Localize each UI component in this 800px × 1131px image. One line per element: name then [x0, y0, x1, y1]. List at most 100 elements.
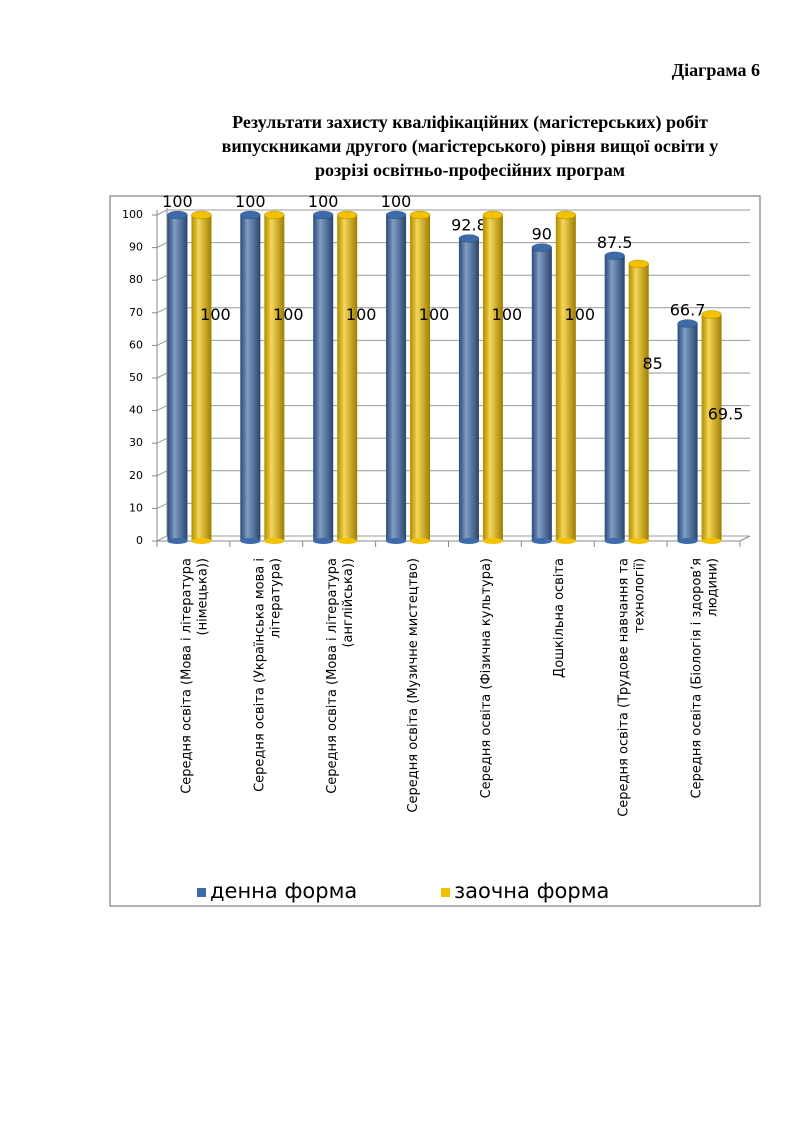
- value-label: 100: [419, 305, 450, 324]
- bar-cap: [701, 310, 722, 319]
- bar-base: [555, 538, 576, 544]
- y-tick-label: 20: [129, 469, 143, 482]
- bar-shade: [628, 263, 649, 541]
- bar-cap: [409, 210, 431, 220]
- bar-shade: [458, 238, 479, 542]
- chart-title: Результати захисту кваліфікаційних (магі…: [221, 112, 719, 180]
- bar-base: [191, 538, 212, 544]
- bar-cap: [385, 210, 407, 220]
- value-label: 92.8: [451, 215, 487, 234]
- chart-frame: [109, 195, 761, 907]
- bar-base: [337, 538, 358, 544]
- x-tick-label: Середня освіта (Біологія і здоров’ялюдин…: [690, 558, 721, 798]
- y-tick-label: 10: [129, 501, 143, 514]
- value-label: 100: [381, 192, 412, 211]
- grid-line: [156, 535, 168, 542]
- bar-shade: [337, 215, 358, 541]
- value-label: 87.5: [597, 233, 633, 252]
- bar-shade: [191, 215, 212, 541]
- value-label: 100: [200, 305, 231, 324]
- grid-line: [156, 339, 168, 346]
- x-tick-label: Середня освіта (Мова і література(англій…: [325, 558, 356, 794]
- value-label: 100: [162, 192, 193, 211]
- bar-cap: [336, 210, 358, 220]
- bar-shade: [167, 215, 188, 541]
- bar-shade: [604, 255, 625, 541]
- axis-line: [739, 535, 751, 542]
- bar-cap: [167, 210, 188, 220]
- x-tick-label: Дошкільна освіта: [552, 558, 567, 678]
- heading: Діаграма 6: [671, 60, 760, 80]
- legend-label: заочна форма: [454, 879, 609, 903]
- legend-swatch: [197, 888, 206, 897]
- bar-base: [531, 538, 552, 544]
- bar-cap: [677, 319, 698, 328]
- bar-base: [264, 538, 285, 544]
- bar-shade: [555, 215, 576, 541]
- bar-shade: [313, 215, 334, 541]
- bar-cap: [191, 210, 212, 220]
- bar-base: [240, 538, 261, 544]
- bar-shade: [240, 215, 261, 541]
- grid-line: [156, 242, 168, 249]
- bar-shade: [386, 215, 407, 541]
- value-label: 100: [235, 192, 266, 211]
- bar-shade: [264, 215, 285, 541]
- y-tick-label: 50: [129, 371, 143, 384]
- bar-base: [386, 538, 407, 544]
- bar-cap: [240, 210, 261, 220]
- bar-base: [482, 538, 503, 544]
- value-label: 100: [308, 192, 339, 211]
- y-tick-label: 90: [129, 241, 143, 254]
- bar-base: [410, 538, 431, 544]
- legend-swatch: [441, 888, 450, 897]
- bar-shade: [410, 215, 431, 541]
- y-tick-label: 0: [136, 534, 143, 547]
- bar-base: [167, 538, 188, 544]
- bar-base: [604, 538, 625, 544]
- value-label: 100: [492, 305, 523, 324]
- grid-line: [156, 209, 168, 216]
- bar-cap: [604, 251, 625, 260]
- grid-line: [156, 502, 168, 509]
- legend-label: денна форма: [210, 879, 357, 903]
- bar-base: [677, 538, 698, 544]
- bar-cap: [531, 243, 553, 252]
- bar-cap: [628, 259, 649, 269]
- bar-cap: [482, 210, 504, 220]
- value-label: 90: [532, 225, 552, 244]
- bar-cap: [312, 210, 334, 220]
- x-tick-label: Середня освіта (Українська мова ілітерат…: [252, 558, 283, 792]
- value-label: 100: [565, 305, 596, 324]
- y-tick-label: 80: [129, 273, 143, 286]
- bar-base: [458, 538, 479, 544]
- bar-base: [313, 538, 334, 544]
- y-tick-label: 40: [129, 404, 143, 417]
- bar-base: [628, 538, 649, 544]
- bar-cap: [264, 210, 285, 220]
- y-tick-label: 100: [122, 208, 143, 221]
- value-label: 100: [346, 305, 377, 324]
- grid-line: [156, 307, 168, 314]
- bar-cap: [458, 234, 480, 243]
- grid-line: [156, 405, 168, 412]
- x-tick-label: Середня освіта (Трудове навчання татехно…: [617, 558, 648, 817]
- bar-shade: [701, 314, 722, 541]
- bar-shade: [531, 247, 552, 541]
- y-tick-label: 30: [129, 436, 143, 449]
- grid-line: [156, 274, 168, 281]
- value-label: 69.5: [708, 404, 744, 423]
- bar-shade: [677, 323, 698, 541]
- y-tick-label: 70: [129, 306, 143, 319]
- bar-cap: [555, 210, 577, 220]
- x-tick-label: Середня освіта (Мова і література(німець…: [179, 558, 210, 794]
- bar-shade: [482, 215, 503, 541]
- y-tick-label: 60: [129, 338, 143, 351]
- value-label: 100: [273, 305, 304, 324]
- grid-line: [156, 470, 168, 477]
- grid-line: [156, 437, 168, 444]
- x-tick-label: Середня освіта (Фізична культура): [479, 558, 494, 798]
- value-label: 66.7: [670, 301, 706, 320]
